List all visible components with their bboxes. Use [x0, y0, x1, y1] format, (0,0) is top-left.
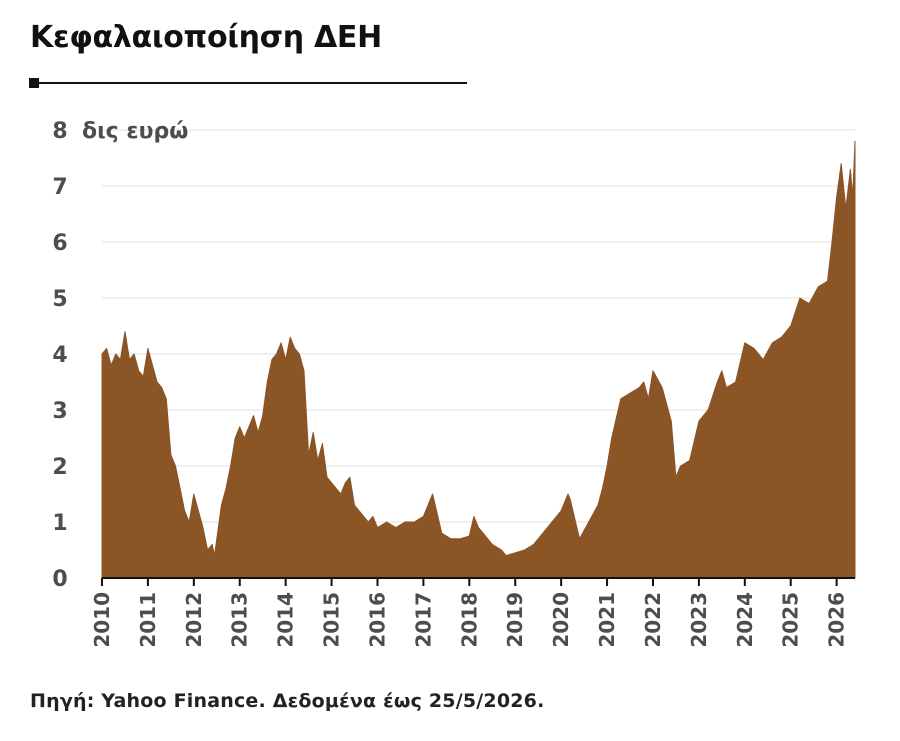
x-tick-label: 2019: [503, 592, 527, 648]
x-tick-label: 2015: [320, 592, 344, 648]
x-tick-label: 2010: [90, 592, 114, 648]
title-underline-marker: [29, 78, 39, 88]
data-layer: [101, 140, 856, 579]
unit-label: δις ευρώ: [82, 119, 188, 144]
x-tick-label: 2021: [595, 592, 619, 648]
x-tick-label: 2018: [457, 592, 481, 648]
title-underline: [30, 82, 467, 84]
x-tick-label: 2013: [228, 592, 252, 648]
x-tick-label: 2014: [274, 592, 298, 648]
y-tick-label: 2: [52, 455, 67, 480]
x-tick-label: 2017: [411, 592, 435, 648]
y-tick-label: 7: [52, 175, 67, 200]
x-tick-label: 2012: [182, 592, 206, 648]
tick-labels: 0 1 2 3 4 5 6 7 8 δις ευρώ 2010 2011 2012 2013 2014 201…: [52, 119, 848, 648]
y-tick-label: 0: [52, 567, 67, 592]
area-series: [101, 140, 856, 579]
x-tick-label: 2026: [825, 592, 849, 648]
x-tick-label: 2025: [779, 592, 803, 648]
y-tick-label: 3: [52, 399, 67, 424]
y-tick-label: 1: [52, 511, 67, 536]
x-tick-label: 2016: [365, 592, 389, 648]
x-tick-label: 2024: [733, 592, 757, 648]
y-tick-label: 5: [52, 287, 67, 312]
chart-title: Κεφαλαιοποίηση ΔΕΗ: [30, 20, 382, 55]
y-tick-label: 4: [52, 343, 67, 368]
axes: [101, 577, 855, 586]
source-note: Πηγή: Yahoo Finance. Δεδομένα έως 25/5/2…: [30, 690, 545, 712]
y-tick-label: 6: [52, 231, 67, 256]
y-tick-label: 8: [52, 119, 67, 144]
x-tick-label: 2023: [687, 592, 711, 648]
x-tick-label: 2022: [641, 592, 665, 648]
x-tick-label: 2011: [136, 592, 160, 648]
x-tick-label: 2020: [549, 592, 573, 648]
